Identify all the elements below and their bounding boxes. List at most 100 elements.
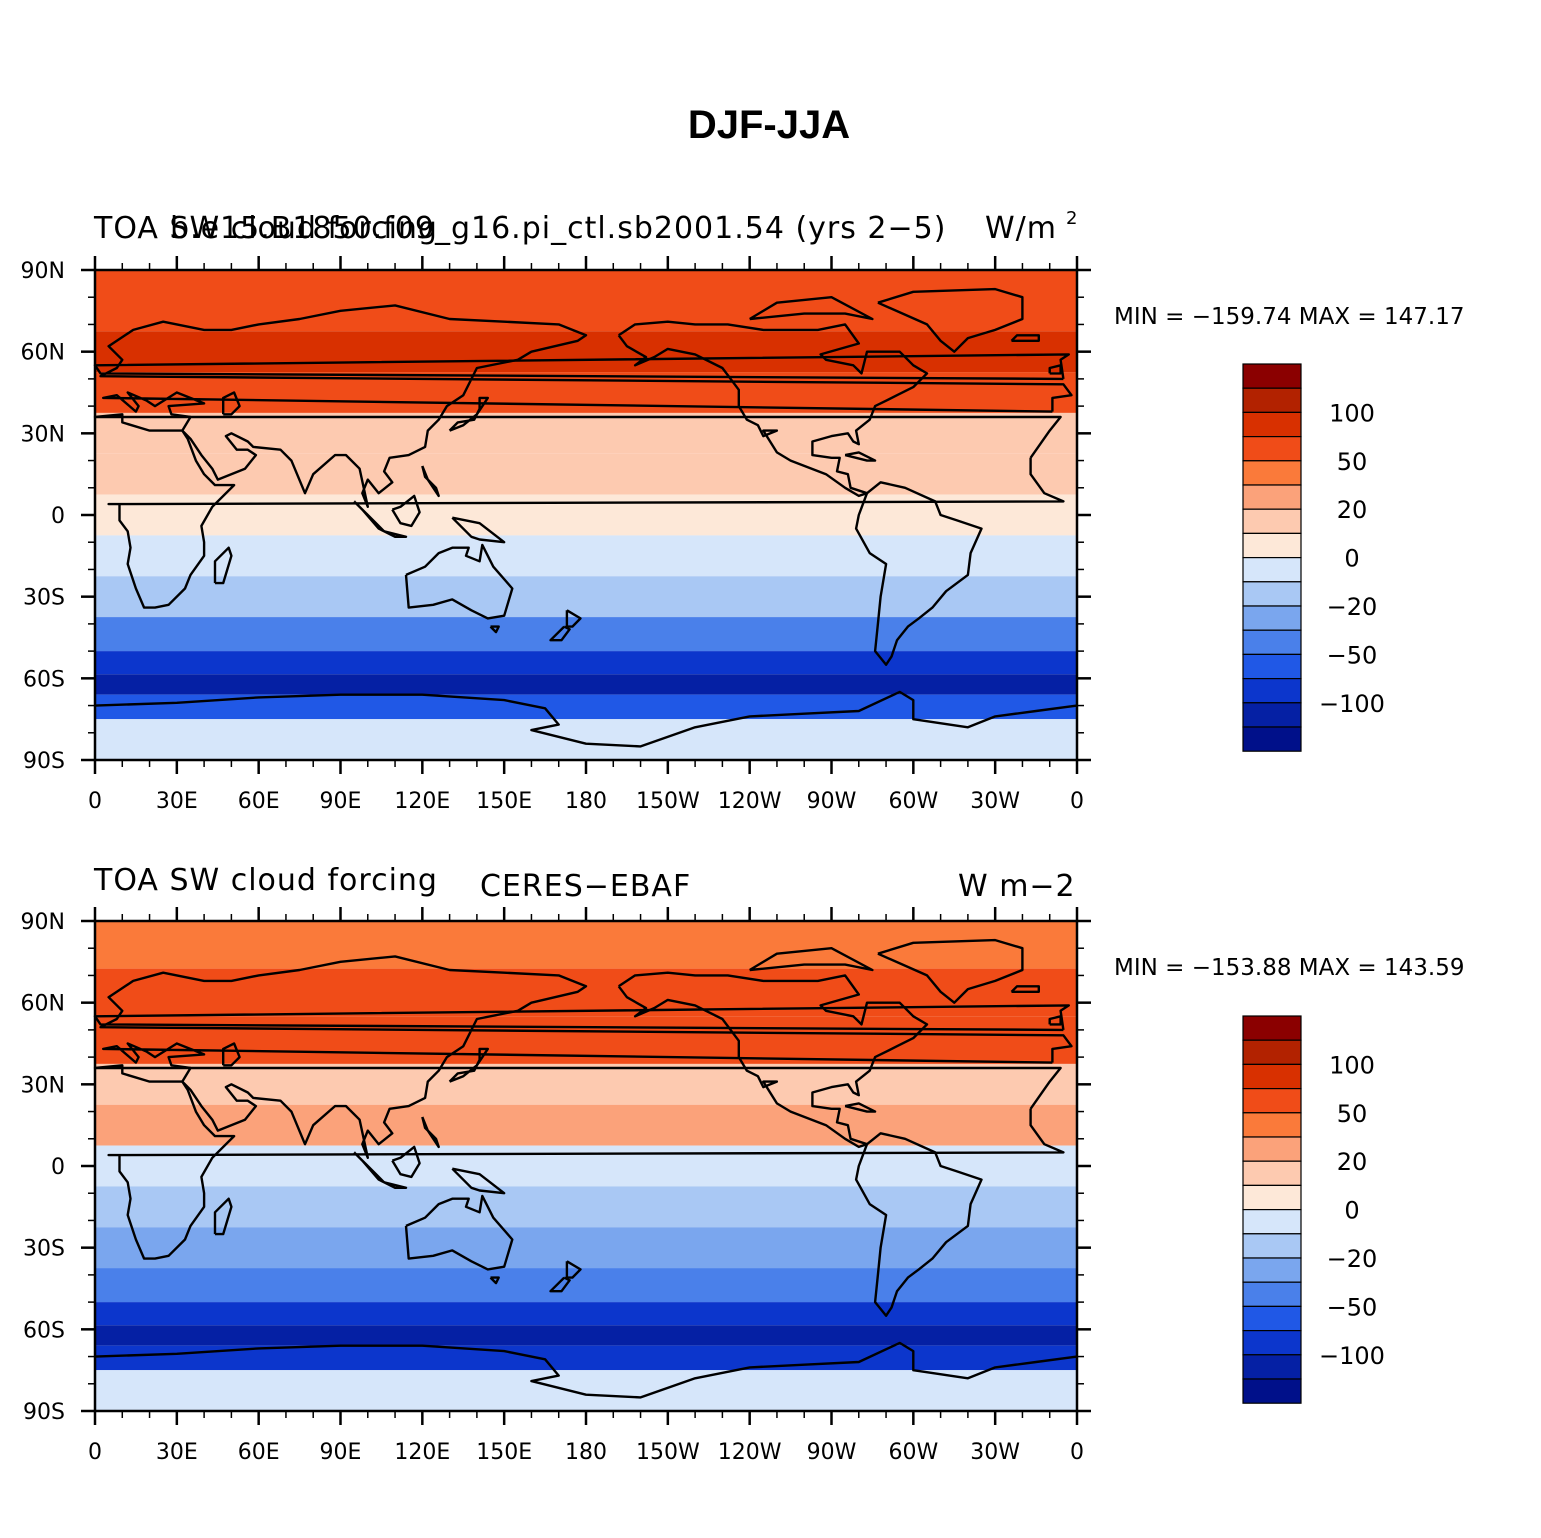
colorbar-box bbox=[1242, 556, 1302, 583]
map-axes: 0 30E 60E 90E 120E 150E 180 150W 120W 90W 60W 30W 09… bbox=[21, 907, 1091, 1465]
coastline bbox=[93, 1004, 1071, 1032]
coastline bbox=[565, 1260, 582, 1279]
colorbar-label: −50 bbox=[1327, 1293, 1378, 1321]
zonal-band bbox=[95, 1325, 1077, 1346]
coastline bbox=[421, 1116, 440, 1149]
zonal-band bbox=[95, 1370, 1077, 1411]
coastline bbox=[749, 296, 874, 321]
coastline bbox=[617, 320, 929, 498]
coastline bbox=[1048, 364, 1062, 375]
x-tick-label: 0 bbox=[1070, 1440, 1084, 1465]
coastline bbox=[221, 391, 241, 416]
colorbar-box bbox=[1242, 1378, 1302, 1404]
coastline bbox=[844, 451, 877, 462]
coastline bbox=[617, 971, 929, 1149]
colorbar-box bbox=[1242, 1257, 1302, 1283]
x-tick-label: 0 bbox=[1070, 789, 1084, 814]
colorbar-label: −20 bbox=[1327, 593, 1378, 621]
observation-panel: TOA SW cloud forcing CERES−EBAF W m−2 MI… bbox=[21, 863, 1465, 1465]
x-tick-label: 30W bbox=[970, 1440, 1020, 1465]
colorbar-box bbox=[1242, 1015, 1302, 1041]
coastline bbox=[565, 609, 582, 628]
x-tick-label: 120W bbox=[718, 1440, 782, 1465]
zonal-band bbox=[95, 651, 1077, 675]
colorbar-label: −100 bbox=[1319, 1342, 1385, 1370]
colorbar-label: −100 bbox=[1319, 690, 1385, 718]
x-tick-label: 150E bbox=[476, 789, 532, 814]
coastline bbox=[383, 530, 408, 538]
panel-header-left: TOA SW cloud forcing bbox=[93, 211, 438, 246]
panel-header-right-superscript: 2 bbox=[1066, 208, 1078, 229]
x-tick-label: 30E bbox=[156, 1440, 198, 1465]
x-tick-label: 0 bbox=[88, 789, 102, 814]
coastline bbox=[448, 396, 489, 432]
y-tick-label: 0 bbox=[51, 1155, 65, 1180]
colorbar-box bbox=[1242, 363, 1302, 389]
colorbar-box bbox=[1242, 1136, 1302, 1162]
colorbar-box bbox=[1242, 1305, 1302, 1332]
coastline bbox=[489, 625, 500, 634]
colorbar-box bbox=[1242, 581, 1302, 607]
zonal-band bbox=[95, 719, 1077, 760]
map-axes: 0 30E 60E 90E 120E 150E 180 150W 120W 90W 60W 30W 09… bbox=[21, 256, 1091, 814]
colorbar-box bbox=[1242, 1354, 1302, 1380]
x-tick-label: 150W bbox=[636, 789, 700, 814]
colorbar-box bbox=[1242, 1184, 1302, 1211]
colorbar-box bbox=[1242, 460, 1302, 486]
map-field bbox=[95, 921, 1077, 1411]
coastline bbox=[1010, 334, 1041, 342]
y-tick-label: 30S bbox=[23, 1237, 65, 1262]
zonal-band bbox=[95, 331, 1077, 373]
zonal-band bbox=[95, 1302, 1077, 1326]
x-tick-label: 90W bbox=[807, 789, 857, 814]
x-tick-label: 60E bbox=[238, 789, 280, 814]
coastline bbox=[94, 690, 1078, 748]
y-tick-label: 30N bbox=[21, 422, 65, 447]
colorbar-box bbox=[1242, 484, 1302, 510]
colorbar-label: 100 bbox=[1329, 1051, 1375, 1079]
zonal-band bbox=[95, 535, 1077, 577]
coastline bbox=[404, 543, 514, 620]
coastline bbox=[391, 494, 421, 528]
colorbar-label: −50 bbox=[1327, 641, 1378, 669]
colorbar-box bbox=[1242, 605, 1302, 631]
coastline-overlay bbox=[93, 287, 1078, 748]
colorbar-label: 0 bbox=[1344, 545, 1359, 573]
zonal-band bbox=[95, 1227, 1077, 1269]
panel-header-right: W/m bbox=[985, 211, 1057, 246]
colorbar-box bbox=[1242, 1281, 1302, 1307]
x-tick-label: 90E bbox=[320, 1440, 362, 1465]
x-tick-label: 60E bbox=[238, 1440, 280, 1465]
figure-title: DJF-JJA bbox=[688, 103, 850, 147]
zonal-band bbox=[95, 453, 1077, 495]
colorbar-box bbox=[1242, 1063, 1302, 1090]
x-tick-label: 60W bbox=[888, 789, 938, 814]
zonal-band bbox=[95, 968, 1077, 1017]
zonal-band bbox=[95, 1186, 1077, 1228]
x-tick-label: 60W bbox=[888, 1440, 938, 1465]
x-tick-label: 0 bbox=[88, 1440, 102, 1465]
y-tick-label: 30S bbox=[23, 586, 65, 611]
coastline bbox=[404, 1194, 514, 1271]
coastline bbox=[383, 1181, 408, 1190]
zonal-band bbox=[95, 576, 1077, 618]
coastline bbox=[93, 1064, 1065, 1260]
colorbar-box bbox=[1242, 532, 1302, 559]
coastline bbox=[93, 353, 1071, 381]
colorbar: 100 50 20 0 −20 −50 −100 bbox=[1242, 1015, 1385, 1404]
coastline bbox=[451, 516, 506, 544]
colorbar-box bbox=[1242, 387, 1302, 414]
colorbar: 100 50 20 0 −20 −50 −100 bbox=[1242, 363, 1385, 752]
panel-header-right: W m−2 bbox=[958, 869, 1076, 904]
x-tick-label: 120W bbox=[718, 789, 782, 814]
colorbar-box bbox=[1242, 508, 1302, 535]
colorbar-box bbox=[1242, 726, 1302, 752]
coastline bbox=[844, 1102, 877, 1113]
coastline-overlay bbox=[93, 938, 1078, 1399]
x-tick-label: 150E bbox=[476, 1440, 532, 1465]
min-max-readout: MIN = −153.88 MAX = 143.59 bbox=[1114, 955, 1465, 981]
x-tick-label: 120E bbox=[394, 1440, 450, 1465]
x-tick-label: 90W bbox=[807, 1440, 857, 1465]
colorbar-box bbox=[1242, 1087, 1302, 1114]
